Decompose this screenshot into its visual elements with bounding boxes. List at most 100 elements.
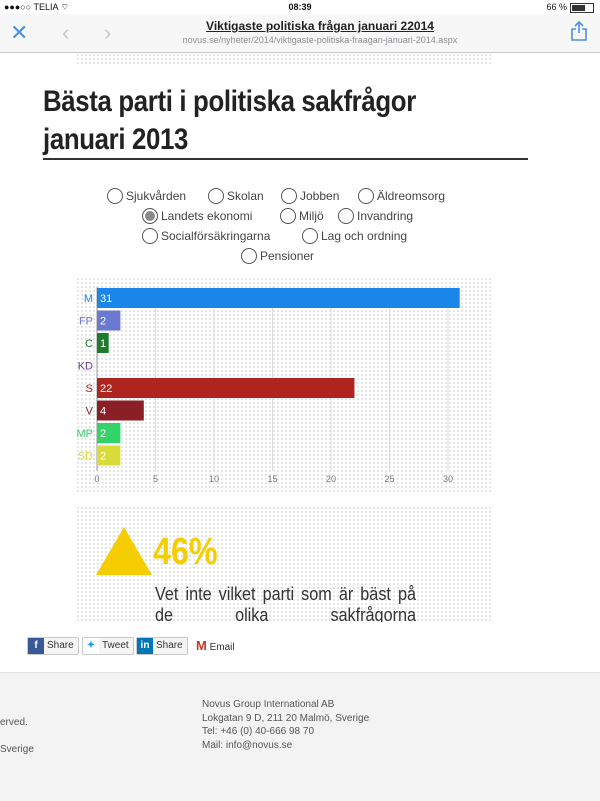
category-label-c: C (85, 338, 93, 350)
value-label-sd: 2 (100, 451, 106, 463)
radio-lag-och-ordning[interactable]: Lag och ordning (302, 228, 408, 245)
info-box: 46% Vet inte vilket parti som är bäst på… (76, 506, 492, 622)
radio-circle (338, 208, 354, 224)
battery-icon (570, 2, 594, 13)
value-label-c: 1 (100, 338, 106, 350)
linkedin-share-button[interactable]: in Share (136, 637, 188, 655)
bar-fp (97, 310, 121, 331)
chart-heading: Bästa parti i politiska sakfrågor januar… (43, 83, 542, 159)
wifi-icon: ⌔ (60, 2, 70, 12)
browser-toolbar: ✕ ‹ › Viktigaste politiska frågan januar… (0, 14, 600, 53)
linkedin-icon: in (137, 638, 153, 654)
footer-mail[interactable]: Mail: info@novus.se (202, 739, 293, 751)
bar-mp (97, 423, 121, 443)
radio-label: Jobben (300, 189, 340, 204)
radio-circle (208, 188, 224, 204)
footer-street: Lokgatan 9 D, 211 20 Malmö, Sverige (202, 712, 370, 724)
x-tick-label-25: 25 (384, 474, 394, 484)
category-label-v: V (86, 406, 94, 418)
radio-circle (281, 188, 297, 204)
radio-label: Miljö (299, 209, 324, 224)
x-tick-label-5: 5 (153, 474, 158, 484)
radio-pensioner[interactable]: Pensioner (241, 248, 315, 265)
x-tick-label-20: 20 (326, 474, 336, 484)
page-title: Viktigaste politiska frågan januari 2201… (206, 19, 434, 33)
footer-phone: Tel: +46 (0) 40-666 98 70 (202, 726, 315, 737)
value-label-fp: 2 (100, 316, 106, 328)
radio-jobben[interactable]: Jobben (281, 188, 340, 205)
x-tick-label-10: 10 (209, 474, 219, 484)
battery-percent: 66 % (546, 2, 567, 12)
value-label-s: 22 (100, 383, 112, 395)
page-content: Bästa parti i politiska sakfrågor januar… (0, 53, 600, 673)
category-label-mp: MP (77, 428, 94, 440)
radio-label: Lag och ordning (321, 229, 408, 244)
facebook-share-button[interactable]: f Share (27, 637, 79, 655)
x-tick-label-30: 30 (443, 474, 453, 484)
status-bar: ●●●○○ TELIA ⌔ 08:39 66 % (0, 0, 600, 14)
footer-rights-text: erved. (0, 717, 28, 728)
footer-address-block: Novus Group International AB Lokgatan 9 … (202, 698, 369, 752)
email-label: Email (209, 642, 235, 653)
category-label-fp: FP (79, 316, 93, 328)
radio-label: Äldreomsorg (377, 189, 446, 204)
forward-icon[interactable]: › (104, 20, 112, 45)
battery-indicator: 66 % (546, 2, 594, 13)
value-label-v: 4 (100, 406, 106, 418)
footer-company: Novus Group International AB (202, 699, 335, 710)
radio-miljo[interactable]: Miljö (280, 208, 324, 225)
radio-aldreomsorg[interactable]: Äldreomsorg (358, 188, 446, 205)
radio-circle (280, 208, 296, 224)
radio-circle (302, 228, 318, 244)
radio-label: Sjukvården (126, 189, 187, 204)
radio-circle (358, 188, 374, 204)
radio-socialforsakringarna[interactable]: Socialförsäkringarna (142, 228, 271, 245)
heading-divider (43, 158, 528, 160)
radio-label: Landets ekonomi (161, 209, 253, 224)
twitter-tweet-label: Tweet (102, 640, 129, 651)
carrier-name: TELIA (33, 2, 59, 12)
dotted-panel-top (76, 53, 492, 65)
twitter-tweet-button[interactable]: ✦ Tweet (82, 637, 134, 655)
warning-triangle-icon (96, 527, 152, 575)
close-icon[interactable]: ✕ (10, 20, 29, 45)
bar-s (97, 378, 355, 398)
radio-invandring[interactable]: Invandring (338, 208, 414, 225)
radio-skolan[interactable]: Skolan (208, 188, 264, 205)
facebook-icon: f (28, 638, 44, 654)
linkedin-share-label: Share (156, 640, 183, 651)
value-label-m: 31 (100, 293, 112, 305)
category-label-sd: SD (78, 451, 93, 463)
radio-landets-ekonomi[interactable]: Landets ekonomi (142, 208, 253, 225)
radio-label: Pensioner (260, 249, 315, 264)
category-label-s: S (86, 383, 93, 395)
email-share-button[interactable]: M Email (196, 638, 235, 653)
twitter-bird-icon: ✦ (83, 638, 99, 654)
category-label-kd: KD (78, 361, 93, 373)
radio-label: Invandring (357, 209, 414, 224)
share-icon[interactable] (570, 20, 588, 41)
party-bar-chart: 0 5 10 15 20 25 30 M 31 FP 2 C 1 KD S 22 V 4 MP 2 SD 2 (76, 277, 492, 493)
radio-sjukvarden[interactable]: Sjukvården (107, 188, 187, 205)
value-label-mp: 2 (100, 428, 106, 440)
radio-circle (241, 248, 257, 264)
carrier-label: ●●●○○ TELIA ⌔ (4, 2, 70, 12)
footer-country-text: Sverige (0, 744, 34, 755)
page-url[interactable]: novus.se/nyheter/2014/viktigaste-politis… (182, 35, 458, 45)
mail-icon: M (196, 638, 207, 653)
clock: 08:39 (288, 2, 312, 12)
heading-line-2: januari 2013 (43, 123, 189, 156)
category-label-m: M (84, 293, 93, 305)
radio-label: Skolan (227, 189, 264, 204)
radio-circle-selected (142, 208, 158, 224)
bar-v (97, 400, 144, 421)
radio-circle (142, 228, 158, 244)
bar-m (97, 288, 460, 308)
site-footer: erved. Sverige Novus Group International… (0, 672, 600, 801)
x-tick-label-0: 0 (94, 474, 99, 484)
facebook-share-label: Share (47, 640, 74, 651)
bar-c (97, 333, 109, 353)
radio-label: Socialförsäkringarna (161, 229, 271, 244)
back-icon[interactable]: ‹ (62, 20, 70, 45)
